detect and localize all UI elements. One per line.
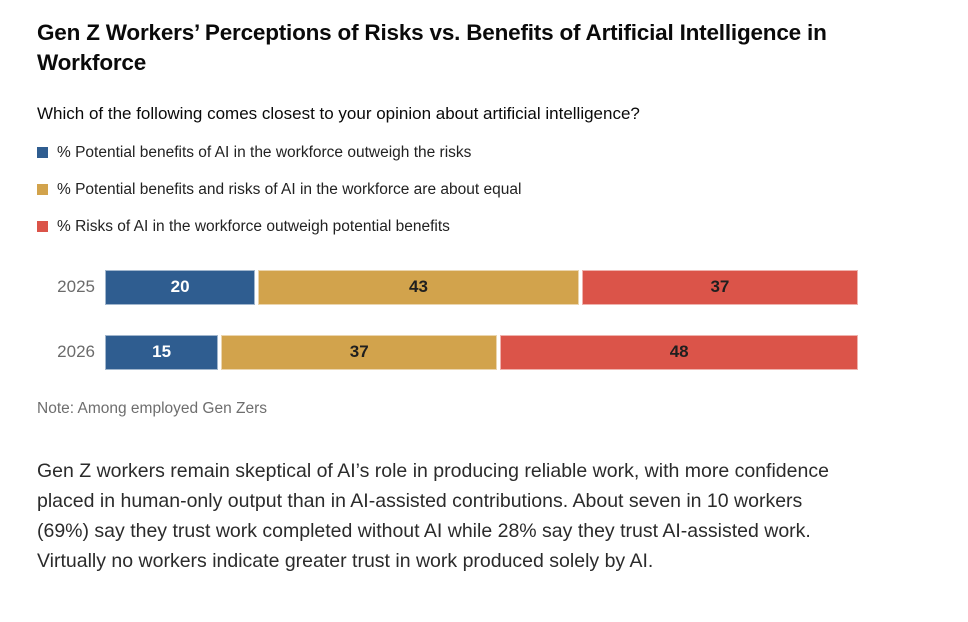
legend-label: % Risks of AI in the workforce outweigh … [57,217,450,235]
bar-row-2025: 2025 20 43 37 [37,269,931,305]
category-label: 2025 [57,277,95,297]
legend-swatch-icon [37,184,48,196]
bar-segment: 43 [258,269,579,305]
legend-swatch-icon [37,147,48,159]
chart-note: Note: Among employed Gen Zers [37,399,268,417]
legend-item-1: % Potential benefits and risks of AI in … [37,181,931,199]
chart-legend: % Potential benefits of AI in the workfo… [37,144,931,236]
legend-item-2: % Risks of AI in the workforce outweigh … [37,218,931,236]
bar-segment: 37 [221,334,498,370]
bar-segment: 48 [500,334,859,370]
legend-label: % Potential benefits of AI in the workfo… [57,143,472,161]
bar-segment: 20 [105,269,256,305]
category-label: 2026 [57,342,95,362]
bar-row-2026: 2026 15 37 48 [37,334,931,370]
legend-label: % Potential benefits and risks of AI in … [57,180,522,198]
bar-segment: 15 [105,334,219,370]
bar-chart: 2025 20 43 37 2026 15 37 48 [37,269,931,370]
bar-segment: 37 [581,269,858,305]
survey-question: Which of the following comes closest to … [37,103,640,123]
bar-track: 15 37 48 [105,334,859,370]
summary-paragraph: Gen Z workers remain skeptical of AI’s r… [37,459,829,572]
legend-swatch-icon [37,221,48,233]
legend-item-0: % Potential benefits of AI in the workfo… [37,144,931,162]
bar-track: 20 43 37 [105,269,858,305]
page-title: Gen Z Workers’ Perceptions of Risks vs. … [37,20,827,75]
